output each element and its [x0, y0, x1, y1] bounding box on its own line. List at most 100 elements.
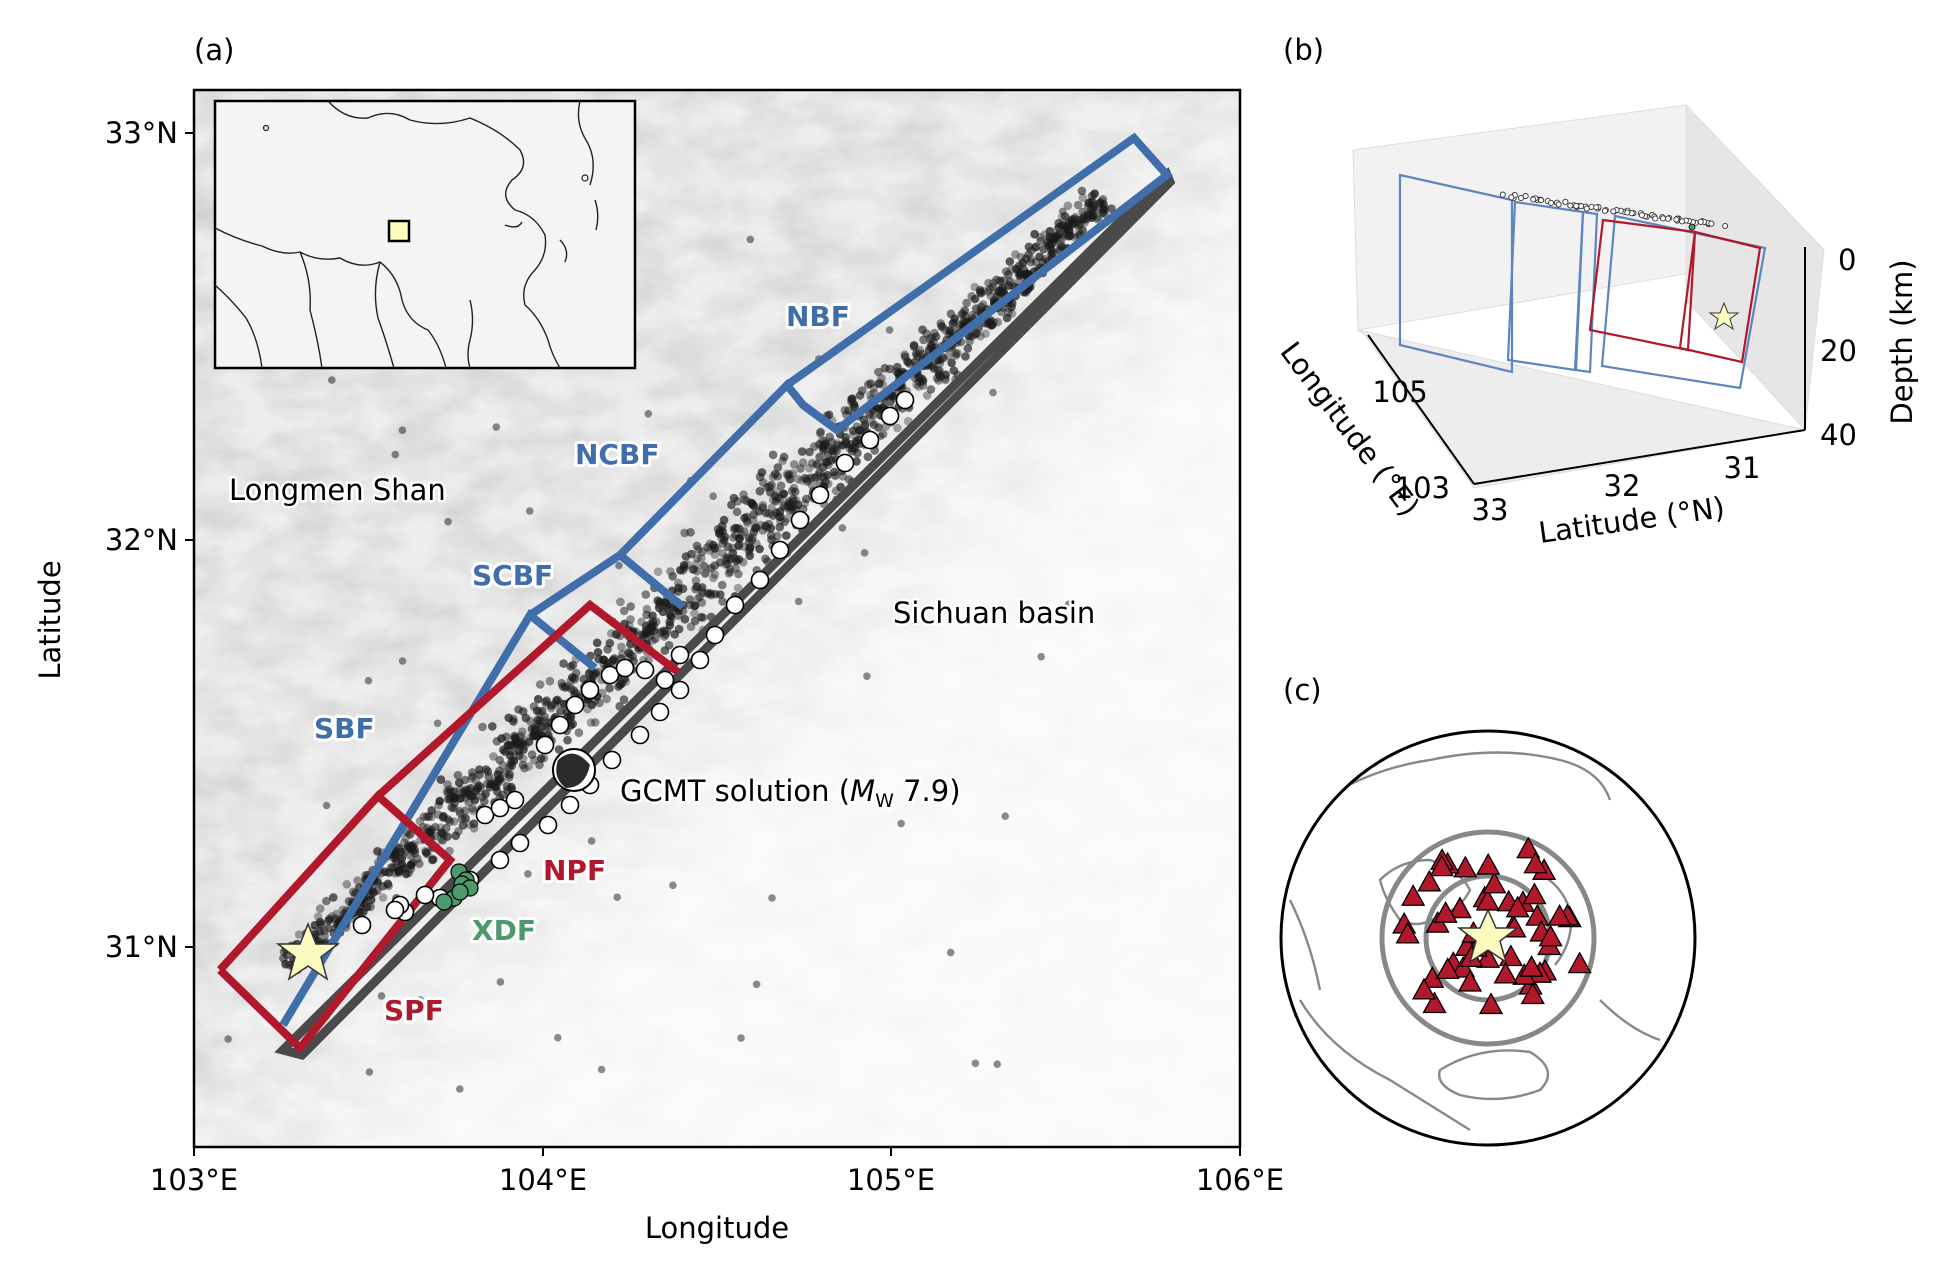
aftershock-point	[1004, 281, 1013, 290]
aftershock-point	[509, 717, 518, 726]
aftershock-point	[779, 452, 789, 462]
aftershock-point	[380, 867, 390, 877]
aftershock-point	[373, 847, 382, 856]
aftershock-point	[742, 496, 751, 506]
aftershock-point	[591, 718, 600, 727]
aftershock-point	[445, 817, 455, 826]
aftershock-point	[744, 546, 754, 556]
aftershock-point	[224, 1035, 232, 1043]
panel-b-surface-events	[1499, 191, 1729, 231]
aftershock-point	[416, 996, 425, 1004]
aftershock-point	[1067, 215, 1077, 224]
aftershock-point	[518, 754, 528, 763]
aftershock-point	[690, 609, 699, 618]
aftershock-point	[989, 388, 997, 397]
aftershock-point	[1078, 207, 1087, 217]
aftershock-point	[506, 746, 515, 756]
x-axis-label: Longitude	[645, 1211, 789, 1245]
xdf-point	[435, 893, 453, 911]
station-triangle	[1447, 896, 1473, 919]
fault-label-scbf: SCBF	[472, 559, 553, 592]
aftershock-point	[665, 603, 675, 612]
aftershock-point	[556, 706, 565, 716]
aftershock-point	[387, 863, 396, 872]
aftershock-point	[603, 645, 612, 654]
aftershock-point	[504, 770, 514, 779]
aftershock-point	[460, 806, 470, 815]
aftershock-point	[692, 541, 702, 551]
aftershock-point	[1078, 193, 1088, 203]
surface-rupture-point	[490, 798, 510, 818]
aftershock-point	[563, 735, 572, 745]
aftershock-point	[992, 275, 1001, 285]
aftershock-point	[670, 630, 679, 639]
surface-rupture-point	[510, 833, 530, 853]
aftershock-point	[329, 893, 338, 902]
aftershock-point	[945, 326, 955, 335]
aftershock-point	[616, 597, 625, 607]
aftershock-point	[985, 284, 995, 294]
aftershock-point	[888, 391, 897, 401]
aftershock-point	[449, 803, 459, 813]
aftershock-point	[406, 864, 416, 874]
station-triangle	[1505, 895, 1530, 918]
aftershock-point	[1064, 221, 1074, 231]
aftershock-point	[315, 917, 325, 927]
globe-epicenter-star	[1456, 908, 1520, 964]
aftershock-point	[680, 563, 689, 572]
aftershock-point	[1035, 233, 1045, 242]
aftershock-point	[1091, 206, 1100, 215]
panel-a-label: (a)	[194, 33, 234, 67]
aftershock-point	[929, 364, 939, 373]
aftershock-point	[807, 458, 817, 468]
aftershock-point	[874, 367, 883, 377]
aftershock-point	[680, 614, 690, 624]
surface-event-point	[1555, 201, 1562, 208]
aftershock-point	[848, 443, 857, 453]
aftershock-point	[797, 447, 807, 456]
aftershock-point	[465, 820, 474, 829]
aftershock-point	[552, 696, 561, 705]
aftershock-point	[1073, 200, 1083, 210]
aftershock-point	[455, 794, 465, 803]
aftershock-point	[831, 486, 841, 496]
aftershock-point	[755, 544, 764, 554]
aftershock-point	[893, 423, 902, 433]
aftershock-point	[315, 927, 325, 936]
aftershock-point	[764, 509, 774, 518]
aftershock-point	[660, 646, 670, 655]
aftershock-point	[642, 604, 652, 614]
aftershock-point	[554, 745, 564, 754]
surface-rupture-point	[560, 795, 580, 815]
fault-label-ncbf: NCBF	[575, 438, 659, 471]
aftershock-point	[475, 765, 484, 774]
aftershock-point	[975, 288, 985, 297]
aftershock-point	[838, 524, 847, 532]
station-triangle	[1547, 903, 1572, 926]
aftershock-point	[545, 676, 555, 686]
aftershock-point	[403, 841, 413, 850]
aftershock-point	[415, 859, 424, 868]
aftershock-point	[758, 526, 768, 535]
aftershock-point	[831, 471, 840, 480]
aftershock-point	[328, 376, 336, 384]
aftershock-point	[746, 235, 755, 244]
aftershock-point	[725, 567, 735, 577]
aftershock-point	[976, 302, 986, 312]
aftershock-point	[1065, 225, 1074, 235]
aftershock-point	[365, 1068, 374, 1076]
aftershock-point	[752, 980, 761, 989]
surface-rupture-point	[385, 900, 405, 920]
gcmt-m: M	[850, 774, 875, 808]
fault-label-nbf: NBF	[786, 300, 850, 333]
panel-c-label: (c)	[1283, 673, 1322, 707]
aftershock-point	[1057, 212, 1067, 222]
station-triangle	[1538, 924, 1563, 947]
region-label-longmen-shan: Longmen Shan	[229, 473, 446, 507]
aftershock-point	[934, 370, 944, 379]
aftershock-point	[851, 437, 861, 446]
station-triangle	[1482, 871, 1507, 894]
station-triangle	[1451, 955, 1476, 978]
aftershock-point	[970, 282, 979, 292]
aftershock-point	[701, 569, 710, 578]
